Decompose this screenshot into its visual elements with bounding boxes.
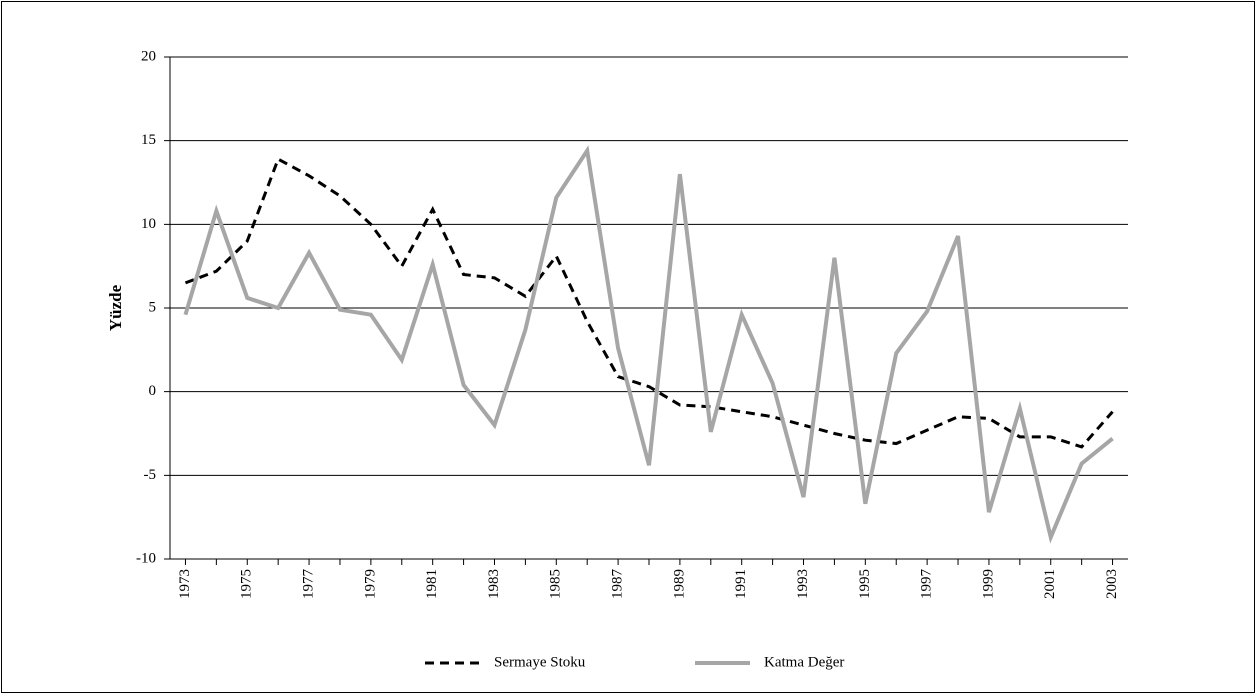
y-tick-label: -5 — [144, 467, 157, 483]
x-tick-label: 1999 — [980, 569, 996, 599]
y-tick-label: -10 — [136, 550, 156, 566]
x-tick-label: 2003 — [1104, 569, 1120, 599]
x-tick-label: 1979 — [362, 569, 378, 599]
x-tick-label: 1995 — [857, 569, 873, 599]
x-tick-label: 2001 — [1042, 569, 1058, 599]
x-tick-label: 1989 — [671, 569, 687, 599]
y-tick-label: 0 — [149, 383, 157, 399]
series-line — [183, 145, 1114, 544]
x-tick-label: 1981 — [424, 569, 440, 599]
y-tick-label: 10 — [141, 216, 156, 232]
x-tick-label: 1977 — [301, 569, 317, 600]
y-tick-label: 20 — [141, 48, 156, 64]
x-tick-label: 1997 — [919, 569, 935, 600]
x-tick-label: 1983 — [486, 569, 502, 599]
x-tick-label: 1993 — [795, 569, 811, 599]
series-line — [184, 156, 1114, 449]
y-tick-label: 5 — [149, 299, 157, 315]
legend-label: Katma Değer — [764, 654, 844, 670]
x-tick-label: 1973 — [177, 569, 193, 599]
x-tick-label: 1991 — [733, 569, 749, 599]
y-tick-label: 15 — [141, 132, 156, 148]
x-tick-label: 1975 — [239, 569, 255, 599]
legend-label: Sermaye Stoku — [494, 654, 586, 670]
x-tick-label: 1987 — [610, 569, 626, 600]
x-tick-label: 1985 — [548, 569, 564, 599]
y-axis-label: Yüzde — [106, 284, 125, 331]
